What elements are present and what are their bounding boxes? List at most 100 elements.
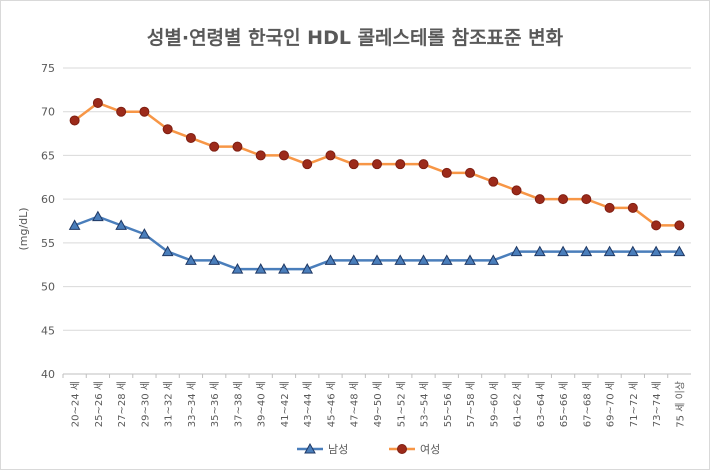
data-point <box>418 159 429 170</box>
y-axis-label: (mg/dL) <box>17 207 30 250</box>
x-tick-label: 45~46 세 <box>325 381 337 427</box>
data-point <box>511 185 522 196</box>
x-tick-label: 71~72 세 <box>628 381 640 427</box>
x-tick-label: 43~44 세 <box>302 381 314 427</box>
x-tick-label: 35~36 세 <box>209 381 221 427</box>
data-point <box>533 245 546 257</box>
x-tick-label: 39~40 세 <box>256 381 268 427</box>
data-point <box>488 176 499 187</box>
legend-marker <box>304 442 316 454</box>
y-tick-label: 55 <box>41 237 55 250</box>
data-point <box>162 124 173 135</box>
data-point <box>231 263 244 274</box>
x-tick-label: 29~30 세 <box>139 381 151 427</box>
series-male <box>68 210 686 274</box>
legend: 남성 여성 <box>297 442 440 456</box>
data-point <box>603 245 616 257</box>
data-point <box>185 132 196 143</box>
x-tick-label: 65~66 세 <box>558 381 570 427</box>
data-point <box>301 263 314 274</box>
x-tick-label: 47~48 세 <box>349 381 361 427</box>
data-point <box>208 254 221 265</box>
x-tick-label: 33~34 세 <box>186 381 198 427</box>
data-point <box>324 254 337 265</box>
x-tick-label: 55~56 세 <box>442 381 454 427</box>
x-tick-label: 57~58 세 <box>465 381 477 427</box>
data-point <box>325 150 336 161</box>
legend-marker <box>397 444 407 454</box>
x-tick-label: 67~68 세 <box>581 381 593 427</box>
data-point <box>232 141 243 152</box>
data-point <box>139 106 150 117</box>
data-point <box>627 245 639 257</box>
legend-label: 여성 <box>420 443 440 456</box>
data-point <box>557 245 569 257</box>
x-tick-label: 75 세 이상 <box>674 381 686 428</box>
x-tick-label: 25~26 세 <box>93 381 105 427</box>
data-point <box>673 245 686 257</box>
y-axis-ticks: 40 45 50 55 60 65 70 75 <box>41 62 55 381</box>
y-tick-label: 40 <box>41 368 55 381</box>
data-point <box>395 159 406 170</box>
x-tick-label: 59~60 세 <box>488 381 500 427</box>
x-tick-label: 53~54 세 <box>419 381 431 427</box>
data-point <box>347 254 360 265</box>
data-point <box>534 194 545 205</box>
x-tick-label: 31~32 세 <box>163 381 175 427</box>
x-tick-label: 63~64 세 <box>535 381 547 427</box>
x-tick-label: 41~42 세 <box>279 381 291 427</box>
data-point <box>417 254 430 265</box>
data-point <box>348 159 359 170</box>
data-point <box>92 210 104 222</box>
data-point <box>185 254 197 265</box>
data-point <box>558 194 569 205</box>
y-tick-label: 50 <box>41 281 55 294</box>
data-point <box>302 159 313 170</box>
data-point <box>627 202 638 213</box>
x-tick-label: 73~74 세 <box>651 381 663 427</box>
y-tick-label: 70 <box>41 106 55 119</box>
data-point <box>254 263 267 274</box>
data-point <box>674 220 685 231</box>
data-point <box>394 254 407 265</box>
data-point <box>68 219 81 230</box>
data-point <box>69 115 80 126</box>
series-female <box>69 97 685 231</box>
x-tick-label: 69~70 세 <box>605 381 617 427</box>
data-point <box>465 167 476 178</box>
data-point <box>209 141 220 152</box>
data-point <box>92 97 103 108</box>
data-point <box>650 245 662 257</box>
data-point <box>278 150 289 161</box>
x-tick-label: 49~50 세 <box>372 381 384 427</box>
series-group <box>68 97 686 274</box>
legend-label: 남성 <box>328 443 348 456</box>
x-tick-label: 37~38 세 <box>232 381 244 427</box>
data-point <box>116 106 127 117</box>
x-axis-ticks: 20~24 세 25~26 세 27~28 세 29~30 세 31~32 세 33~34… <box>62 373 691 428</box>
data-point <box>255 150 266 161</box>
data-point <box>651 220 662 231</box>
data-point <box>487 254 500 265</box>
data-point <box>510 245 523 257</box>
data-point <box>372 159 382 170</box>
data-point <box>440 254 453 265</box>
x-tick-label: 61~62 세 <box>512 381 524 427</box>
data-point <box>604 202 615 213</box>
y-tick-label: 60 <box>41 193 55 206</box>
data-point <box>138 228 151 239</box>
y-tick-label: 45 <box>41 324 55 337</box>
x-tick-label: 27~28 세 <box>116 381 128 427</box>
x-tick-label: 51~52 세 <box>395 381 407 427</box>
data-point <box>464 254 476 265</box>
legend-item-female: 여성 <box>389 443 440 456</box>
legend-item-male: 남성 <box>297 442 348 456</box>
data-point <box>278 263 290 274</box>
data-point <box>115 219 127 230</box>
data-point <box>441 167 452 178</box>
data-point <box>371 254 383 265</box>
data-point <box>161 245 174 257</box>
x-tick-label: 20~24 세 <box>70 381 82 427</box>
